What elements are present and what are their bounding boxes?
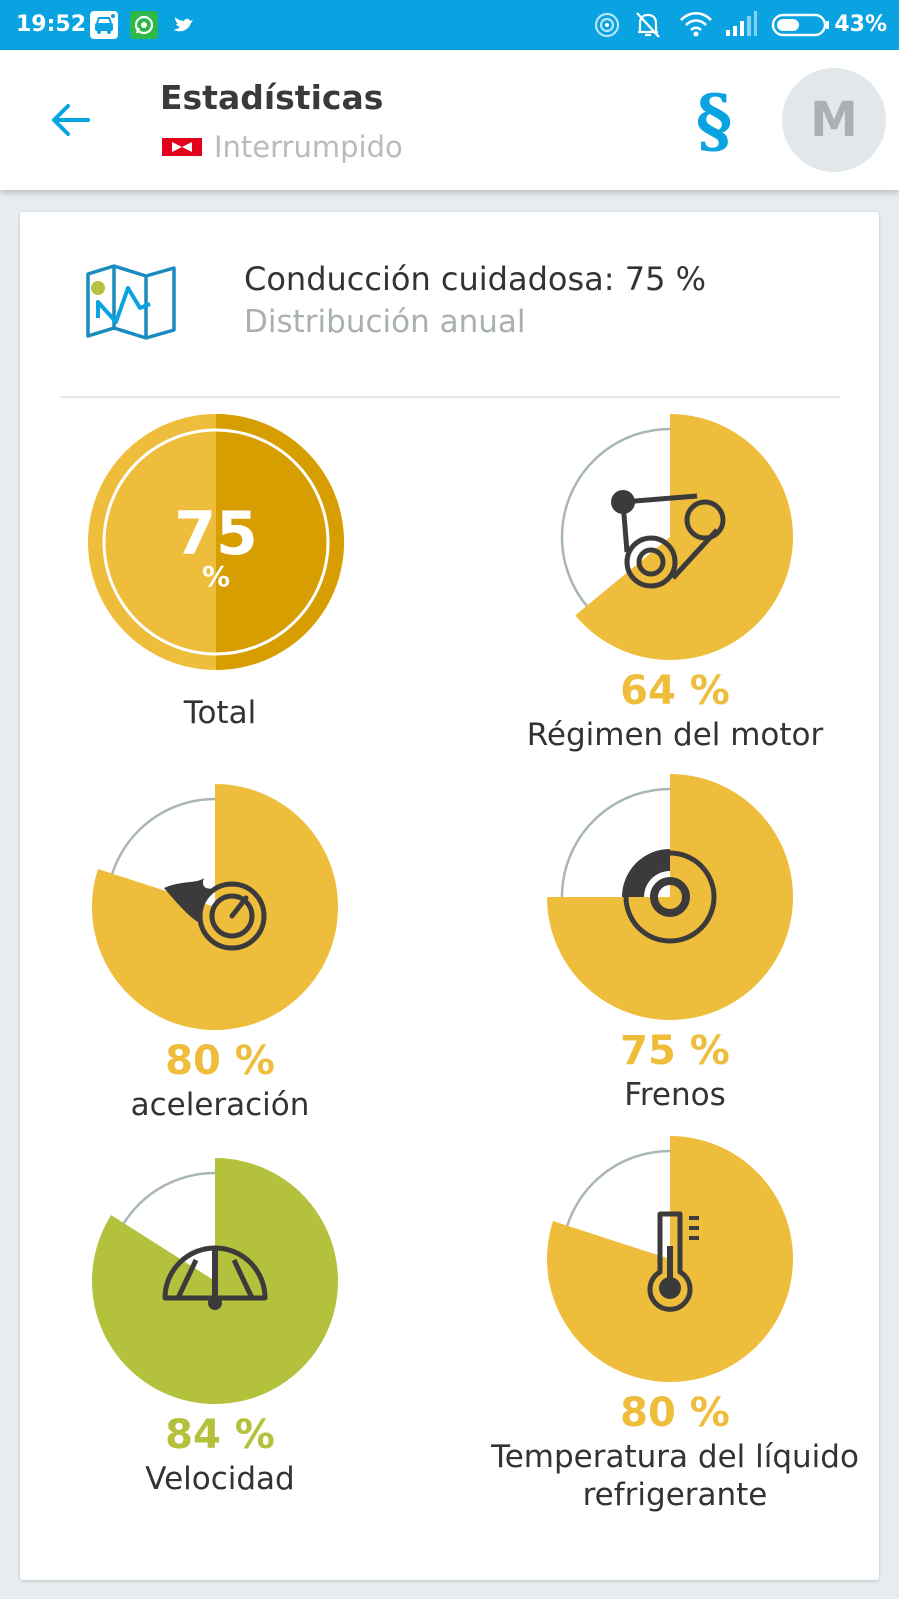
category-tile-brakes[interactable]: 75 % Frenos xyxy=(475,772,875,1132)
coolant-percent: 80 % xyxy=(620,1390,730,1436)
coolant-label: Temperatura del líquido refrigerante xyxy=(491,1439,859,1513)
total-label: Total xyxy=(183,695,257,731)
app-bar: Estadísticas Interrumpido § M xyxy=(0,50,899,190)
speed-percent: 84 % xyxy=(165,1412,275,1458)
avatar[interactable]: M xyxy=(782,68,886,172)
total-donut: 75 % xyxy=(88,414,344,670)
speedometer-flame-icon xyxy=(164,878,267,951)
twitter-icon xyxy=(174,17,193,32)
speed-label: Velocidad xyxy=(145,1461,295,1497)
category-tile-engine[interactable]: 64 % Régimen del motor xyxy=(475,412,875,772)
brakes-percent: 75 % xyxy=(620,1028,730,1074)
summary-title: Conducción cuidadosa: 75 % xyxy=(244,260,707,298)
total-value: 75 xyxy=(174,499,258,569)
status-subtitle: Interrumpido xyxy=(214,130,403,164)
divider xyxy=(60,396,840,398)
category-tile-acceleration[interactable]: 80 % aceleración xyxy=(20,782,420,1142)
speed-donut xyxy=(92,1158,338,1404)
flag-icon xyxy=(162,138,202,156)
summary-subtitle: Distribución anual xyxy=(244,304,526,340)
speed-gauge-icon xyxy=(162,1245,268,1310)
signal-icon xyxy=(726,11,757,36)
statistics-card: Conducción cuidadosa: 75 % Distribución … xyxy=(20,212,879,1580)
brakes-donut xyxy=(547,774,793,1020)
back-arrow-icon[interactable] xyxy=(44,94,96,146)
whatsapp-icon xyxy=(130,11,158,39)
acceleration-donut xyxy=(92,784,338,1030)
status-bar: 19:52 43% xyxy=(0,0,899,50)
section-symbol-button[interactable]: § xyxy=(695,79,733,162)
thermometer-icon xyxy=(647,1211,699,1312)
total-unit: % xyxy=(202,560,230,593)
brake-disc-icon xyxy=(622,849,717,944)
brakes-pie-slice xyxy=(547,774,793,1020)
engine-donut xyxy=(560,414,793,660)
engine-label: Régimen del motor xyxy=(526,717,824,753)
hotspot-icon xyxy=(594,12,620,38)
brakes-label: Frenos xyxy=(624,1077,726,1113)
acceleration-percent: 80 % xyxy=(165,1038,275,1084)
engine-percent: 64 % xyxy=(620,668,730,714)
battery-icon xyxy=(771,13,829,37)
acceleration-label: aceleración xyxy=(130,1087,310,1123)
status-time: 19:52 xyxy=(16,12,87,37)
coolant-donut xyxy=(547,1136,793,1382)
car-wifi-icon xyxy=(90,11,118,39)
category-tile-speed[interactable]: 84 % Velocidad xyxy=(20,1156,420,1516)
wifi-icon xyxy=(680,11,712,37)
total-tile[interactable]: 75 % Total xyxy=(20,412,420,752)
map-icon xyxy=(86,264,176,340)
page-title: Estadísticas xyxy=(160,78,384,117)
category-tile-coolant[interactable]: 80 % Temperatura del líquido refrigerant… xyxy=(475,1134,875,1534)
battery-percent: 43% xyxy=(834,12,887,37)
mute-icon xyxy=(636,12,660,38)
engine-belt-icon xyxy=(611,490,726,589)
engine-pie-slice xyxy=(575,414,793,660)
